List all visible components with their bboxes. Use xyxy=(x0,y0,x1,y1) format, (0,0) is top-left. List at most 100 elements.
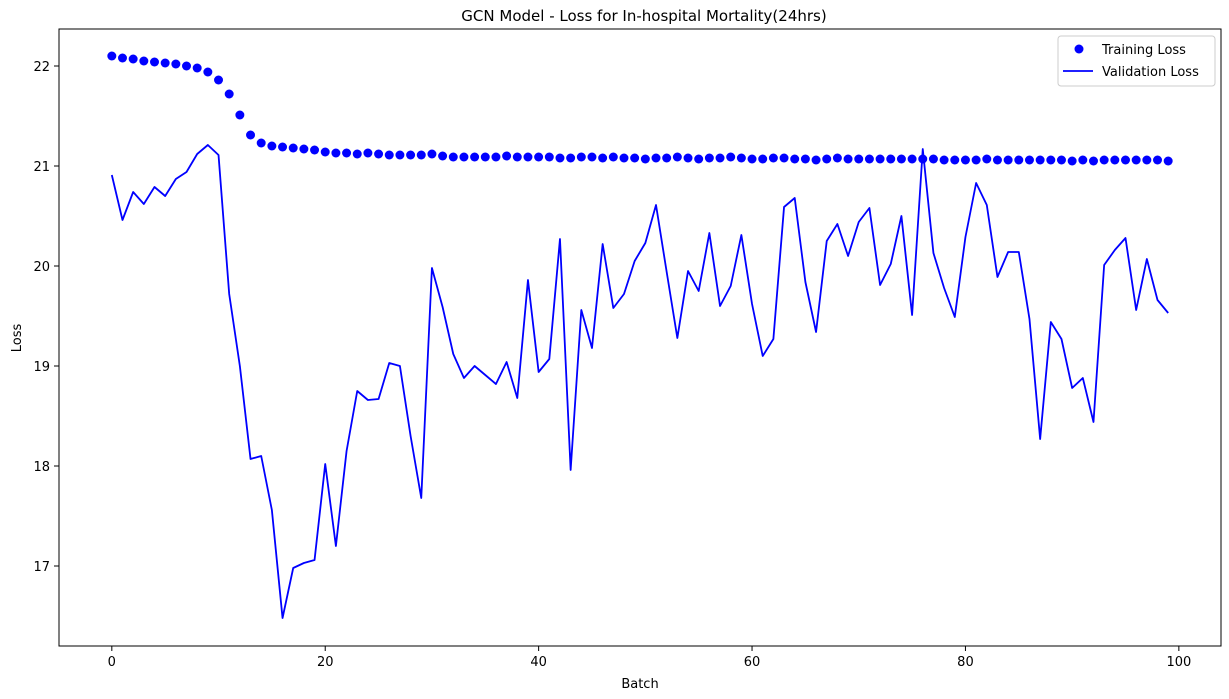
training-loss-point xyxy=(160,58,170,68)
training-loss-point xyxy=(950,155,960,165)
training-loss-point xyxy=(790,154,800,164)
training-loss-point xyxy=(363,148,373,158)
x-tick-label: 0 xyxy=(108,655,116,670)
training-loss-point xyxy=(278,142,288,152)
y-tick-label: 20 xyxy=(33,260,50,275)
training-loss-point xyxy=(192,63,202,73)
training-loss-point xyxy=(726,152,736,162)
x-axis: 0 20 40 60 80 100 xyxy=(108,646,1191,670)
training-loss-point xyxy=(864,154,874,164)
training-loss-point xyxy=(598,153,608,163)
training-loss-point xyxy=(1003,155,1013,165)
training-loss-point xyxy=(117,53,127,63)
training-loss-point xyxy=(854,154,864,164)
training-loss-point xyxy=(459,152,469,162)
training-loss-point xyxy=(672,152,682,162)
training-loss-point xyxy=(139,56,149,66)
series-layer xyxy=(107,51,1173,619)
legend: Training Loss Validation Loss xyxy=(1057,35,1216,87)
training-loss-point xyxy=(694,154,704,164)
y-tick-label: 17 xyxy=(33,560,50,575)
training-loss-point xyxy=(651,153,661,163)
training-loss-point xyxy=(907,154,917,164)
training-loss-point xyxy=(246,130,256,140)
training-loss-point xyxy=(491,152,501,162)
training-loss-point xyxy=(1163,156,1173,166)
training-loss-point xyxy=(1110,155,1120,165)
training-loss-point xyxy=(811,155,821,165)
training-loss-point xyxy=(619,153,629,163)
x-tick-label: 20 xyxy=(317,655,334,670)
training-loss-point xyxy=(1121,155,1130,165)
training-loss-point xyxy=(1153,155,1163,165)
training-loss-point xyxy=(171,59,181,69)
training-loss-point xyxy=(235,110,245,120)
plot-area xyxy=(59,29,1221,646)
chart-title: GCN Model - Loss for In-hospital Mortali… xyxy=(461,7,826,25)
training-loss-point xyxy=(438,151,448,161)
training-loss-point xyxy=(1014,155,1024,165)
training-loss-point xyxy=(992,155,1002,165)
training-loss-point xyxy=(800,154,810,164)
training-loss-point xyxy=(182,61,192,71)
training-loss-point xyxy=(480,152,490,162)
training-loss-point xyxy=(150,57,159,67)
training-loss-point xyxy=(1067,156,1077,166)
training-loss-point xyxy=(224,89,234,99)
x-tick-label: 60 xyxy=(744,655,761,670)
training-loss-point xyxy=(1142,155,1152,165)
training-loss-point xyxy=(939,155,949,165)
training-loss-point xyxy=(128,54,138,64)
training-loss-point xyxy=(352,149,362,159)
legend-box xyxy=(1057,35,1216,87)
y-tick-label: 19 xyxy=(33,360,50,375)
training-loss-point xyxy=(555,153,565,163)
training-loss-point xyxy=(1078,155,1088,165)
y-tick-label: 18 xyxy=(33,460,50,475)
training-loss-point xyxy=(267,141,277,151)
training-loss-point xyxy=(1046,155,1056,165)
training-loss-point xyxy=(683,153,693,163)
training-loss-point xyxy=(374,149,384,159)
y-tick-label: 21 xyxy=(33,160,50,175)
training-loss-point xyxy=(320,147,330,157)
training-loss-point xyxy=(715,153,725,163)
training-loss-point xyxy=(918,154,928,164)
training-loss-point xyxy=(982,154,992,164)
training-loss-point xyxy=(822,154,832,164)
training-loss-point xyxy=(971,155,981,165)
training-loss-point xyxy=(256,138,266,148)
training-loss-point xyxy=(587,152,597,162)
x-axis-label: Batch xyxy=(621,677,658,692)
training-loss-point xyxy=(203,67,213,77)
training-loss-point xyxy=(640,154,650,164)
training-loss-point xyxy=(427,149,437,159)
training-loss-point xyxy=(448,152,458,162)
training-loss-point xyxy=(544,152,554,162)
training-loss-point xyxy=(928,154,938,164)
training-loss-point xyxy=(566,153,576,163)
training-loss-point xyxy=(960,155,970,165)
training-loss-point xyxy=(768,153,778,163)
training-loss-point xyxy=(875,154,885,164)
training-loss-point xyxy=(1035,155,1045,165)
x-tick-label: 100 xyxy=(1166,655,1191,670)
training-loss-point xyxy=(608,152,618,162)
training-loss-point xyxy=(342,148,352,158)
training-loss-point xyxy=(1099,155,1109,165)
training-loss-point xyxy=(512,152,522,162)
training-loss-point xyxy=(630,153,640,163)
training-loss-point xyxy=(576,152,586,162)
training-loss-point xyxy=(331,148,341,158)
training-loss-point xyxy=(886,154,896,164)
plot-frame xyxy=(58,28,1222,647)
validation-loss-line xyxy=(110,144,1169,619)
legend-marker-training-loss xyxy=(1074,44,1084,54)
training-loss-point xyxy=(758,154,768,164)
training-loss-point xyxy=(288,143,298,153)
training-loss-point xyxy=(470,152,480,162)
training-loss-point xyxy=(779,153,789,163)
training-loss-point xyxy=(107,51,117,61)
y-axis: 17 18 19 20 21 22 xyxy=(33,60,59,575)
